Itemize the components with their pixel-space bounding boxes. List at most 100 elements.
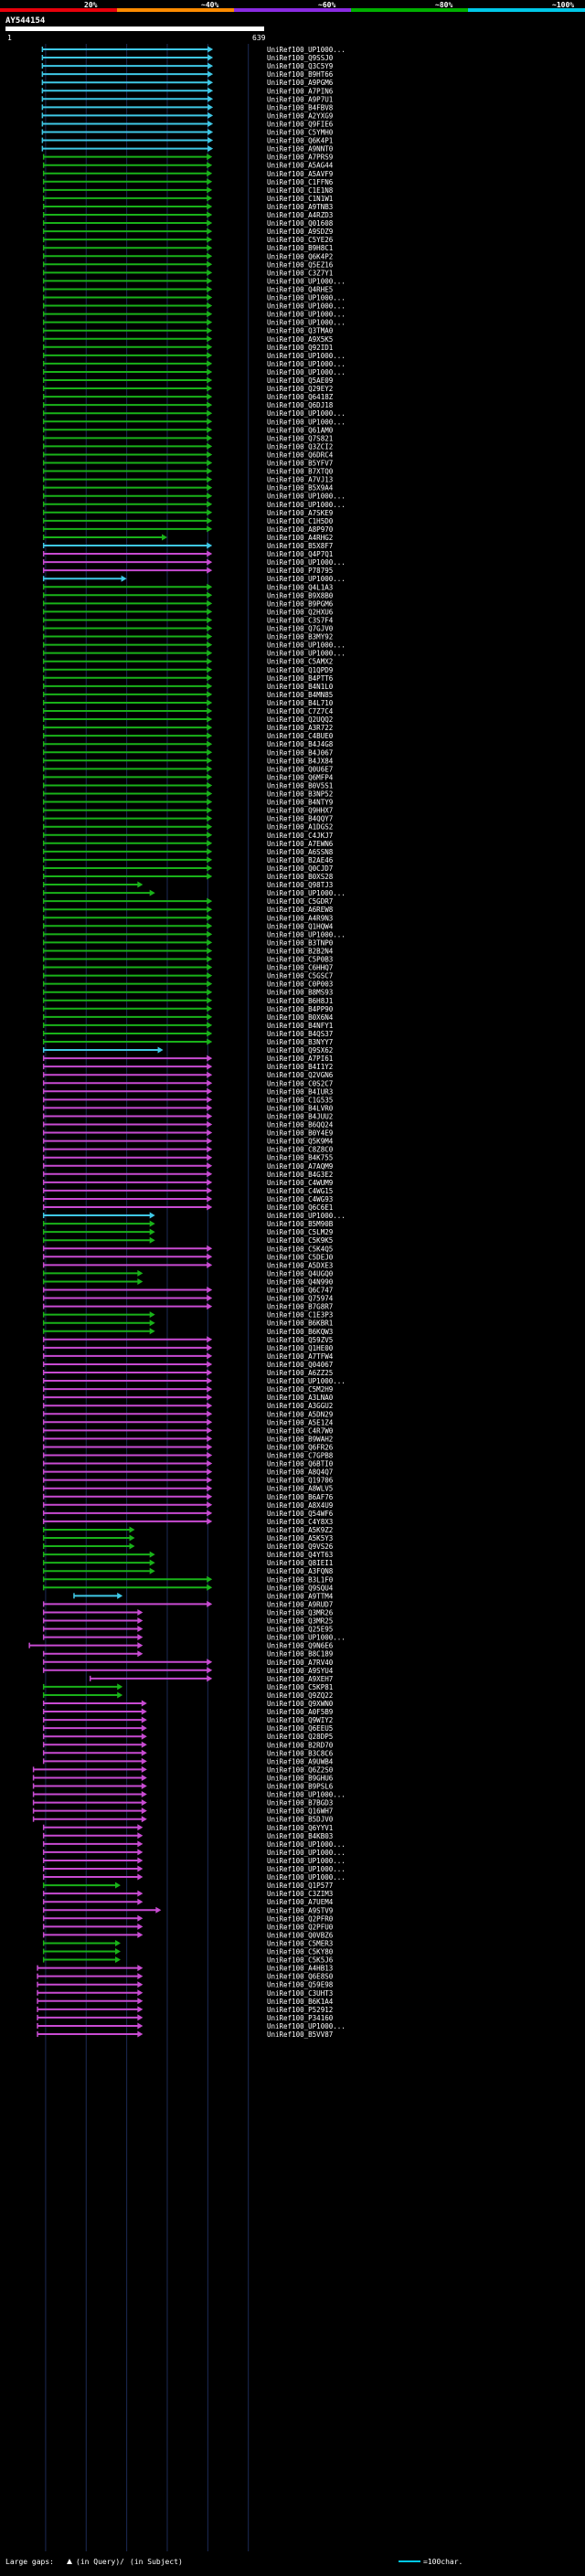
hit-label[interactable]: UniRef100_UP1000...	[267, 319, 346, 327]
hit-label[interactable]: UniRef100_B6K1A4	[267, 1998, 334, 2006]
hit-label[interactable]: UniRef100_Q9WIY2	[267, 1716, 333, 1724]
hit-label[interactable]: UniRef100_C4BUE0	[267, 732, 334, 740]
hit-label[interactable]: UniRef100_Q0CJD7	[267, 864, 333, 873]
hit-label[interactable]: UniRef100_Q6Z2S0	[267, 1765, 334, 1774]
hit-label[interactable]: UniRef100_C0P003	[267, 981, 333, 989]
hit-label[interactable]: UniRef100_Q75974	[267, 1295, 334, 1303]
hit-label[interactable]: UniRef100_Q7GJV0	[267, 625, 334, 633]
hit-label[interactable]: UniRef100_A0F5B9	[267, 1708, 333, 1716]
hit-label[interactable]: UniRef100_A4R9N3	[267, 914, 333, 922]
hit-label[interactable]: UniRef100_B3L1F0	[267, 1575, 334, 1584]
hit-label[interactable]: UniRef100_B0Y4E9	[267, 1129, 333, 1138]
hit-label[interactable]: UniRef100_A3R722	[267, 724, 333, 732]
hit-label[interactable]: UniRef100_A9NNT0	[267, 145, 334, 154]
hit-label[interactable]: UniRef100_Q3ZCI2	[267, 442, 333, 451]
hit-label[interactable]: UniRef100_Q2VGN6	[267, 1071, 334, 1079]
hit-label[interactable]: UniRef100_Q6K4P1	[267, 137, 333, 145]
hit-label[interactable]: UniRef100_B0XS28	[267, 873, 334, 881]
hit-label[interactable]: UniRef100_B4KB03	[267, 1832, 333, 1840]
hit-label[interactable]: UniRef100_A2YXG9	[267, 111, 333, 120]
hit-label[interactable]: UniRef100_B4MN85	[267, 691, 333, 699]
hit-label[interactable]: UniRef100_Q6FR26	[267, 1443, 334, 1451]
hit-label[interactable]: UniRef100_C5KP81	[267, 1683, 333, 1691]
hit-label[interactable]: UniRef100_B4NTY9	[267, 799, 333, 807]
hit-label[interactable]: UniRef100_B0X6N4	[267, 1013, 334, 1022]
hit-label[interactable]: UniRef100_Q4YT63	[267, 1551, 333, 1559]
hit-label[interactable]: UniRef100_C5KY80	[267, 1948, 334, 1956]
hit-label[interactable]: UniRef100_B5X9A4	[267, 484, 334, 493]
hit-label[interactable]: UniRef100_Q9HHX7	[267, 807, 333, 815]
hit-label[interactable]: UniRef100_A3FQN8	[267, 1567, 334, 1575]
hit-label[interactable]: UniRef100_UP1000...	[267, 1873, 346, 1882]
hit-label[interactable]: UniRef100_C3ZIM3	[267, 1890, 333, 1898]
hit-label[interactable]: UniRef100_A9UWB4	[267, 1757, 334, 1765]
hit-label[interactable]: UniRef100_C5M2H9	[267, 1385, 333, 1394]
hit-label[interactable]: UniRef100_Q0VBZ6	[267, 1931, 334, 1939]
hit-label[interactable]: UniRef100_Q2UQQ2	[267, 716, 333, 724]
hit-label[interactable]: UniRef100_Q3MR26	[267, 1608, 334, 1617]
hit-label[interactable]: UniRef100_A5AG44	[267, 162, 334, 170]
hit-label[interactable]: UniRef100_B0V5S1	[267, 781, 333, 790]
hit-label[interactable]: UniRef100_B9X8B0	[267, 591, 334, 599]
hit-label[interactable]: UniRef100_A7PI61	[267, 1055, 333, 1063]
hit-label[interactable]: UniRef100_A1DGS2	[267, 823, 333, 832]
hit-label[interactable]: UniRef100_UP1000...	[267, 650, 346, 658]
hit-label[interactable]: UniRef100_Q2HXU6	[267, 608, 334, 616]
hit-label[interactable]: UniRef100_B9H8C1	[267, 244, 333, 252]
hit-label[interactable]: UniRef100_A7UEM4	[267, 1898, 334, 1906]
hit-label[interactable]: UniRef100_B4PP90	[267, 1005, 334, 1013]
hit-label[interactable]: UniRef100_Q3C5Y9	[267, 62, 333, 70]
hit-label[interactable]: UniRef100_Q7S821	[267, 434, 333, 442]
hit-label[interactable]: UniRef100_Q9XWN0	[267, 1700, 334, 1708]
hit-label[interactable]: UniRef100_UP1000...	[267, 1791, 346, 1799]
hit-label[interactable]: UniRef100_UP1000...	[267, 302, 346, 311]
hit-label[interactable]: UniRef100_A6ZZ25	[267, 1369, 333, 1377]
hit-label[interactable]: UniRef100_A9RUD7	[267, 1600, 333, 1608]
hit-label[interactable]: UniRef100_B4QS37	[267, 1030, 333, 1038]
hit-label[interactable]: UniRef100_UP1000...	[267, 311, 346, 319]
hit-label[interactable]: UniRef100_Q61AM0	[267, 426, 334, 434]
hit-label[interactable]: UniRef100_Q2PFU0	[267, 1923, 334, 1931]
hit-label[interactable]: UniRef100_C0S2C7	[267, 1079, 333, 1087]
hit-label[interactable]: UniRef100_A7PRS9	[267, 154, 333, 162]
hit-label[interactable]: UniRef100_Q3TMA0	[267, 327, 334, 335]
hit-label[interactable]: UniRef100_C1G535	[267, 1096, 333, 1104]
hit-label[interactable]: UniRef100_B6KBR1	[267, 1320, 333, 1328]
hit-label[interactable]: UniRef100_C5AMX2	[267, 658, 333, 666]
hit-label[interactable]: UniRef100_C4Y8X3	[267, 1518, 333, 1526]
hit-label[interactable]: UniRef100_Q6BTI0	[267, 1460, 334, 1468]
hit-label[interactable]: UniRef100_B9PGM6	[267, 599, 334, 608]
hit-label[interactable]: UniRef100_A5K9Z2	[267, 1526, 333, 1534]
hit-label[interactable]: UniRef100_C8Z8C0	[267, 1146, 334, 1154]
hit-label[interactable]: UniRef100_Q9ZQ22	[267, 1691, 333, 1700]
hit-label[interactable]: UniRef100_Q92ID1	[267, 344, 333, 352]
hit-label[interactable]: UniRef100_C4WUM9	[267, 1179, 333, 1187]
hit-label[interactable]: UniRef100_C6HHQ7	[267, 964, 333, 972]
hit-label[interactable]: UniRef100_UP1000...	[267, 1840, 346, 1849]
hit-label[interactable]: UniRef100_Q59E98	[267, 1981, 334, 1989]
hit-label[interactable]: UniRef100_Q25E95	[267, 1626, 333, 1634]
hit-label[interactable]: UniRef100_C5P0B3	[267, 956, 333, 964]
hit-label[interactable]: UniRef100_Q0U6E7	[267, 765, 333, 773]
hit-label[interactable]: UniRef100_B4PTT6	[267, 674, 334, 683]
hit-label[interactable]: UniRef100_Q6DRC4	[267, 451, 334, 459]
hit-label[interactable]: UniRef100_B4LVR0	[267, 1104, 334, 1112]
hit-label[interactable]: UniRef100_UP1000...	[267, 558, 346, 567]
hit-label[interactable]: UniRef100_B5VV87	[267, 2030, 333, 2039]
hit-label[interactable]: UniRef100_A7AQM9	[267, 1162, 333, 1171]
hit-label[interactable]: UniRef100_B4J067	[267, 748, 333, 757]
hit-label[interactable]: UniRef100_A5K5Y3	[267, 1534, 333, 1542]
hit-label[interactable]: UniRef100_B8MS93	[267, 989, 333, 997]
hit-label[interactable]: UniRef100_B3MY92	[267, 633, 333, 641]
hit-label[interactable]: UniRef100_Q98TJ3	[267, 881, 333, 889]
hit-label[interactable]: UniRef100_UP1000...	[267, 360, 346, 368]
hit-label[interactable]: UniRef100_A9SDZ9	[267, 228, 333, 236]
hit-label[interactable]: UniRef100_B9PSL6	[267, 1783, 334, 1791]
hit-label[interactable]: UniRef100_B4JUU2	[267, 1112, 333, 1120]
hit-label[interactable]: UniRef100_UP1000...	[267, 409, 346, 418]
hit-label[interactable]: UniRef100_Q9FIE6	[267, 120, 334, 128]
hit-label[interactable]: UniRef100_A5AVF9	[267, 170, 333, 178]
hit-label[interactable]: UniRef100_B4I1Y2	[267, 1063, 333, 1071]
hit-label[interactable]: UniRef100_P34160	[267, 2014, 334, 2022]
hit-label[interactable]: UniRef100_C1E3P3	[267, 1311, 333, 1320]
